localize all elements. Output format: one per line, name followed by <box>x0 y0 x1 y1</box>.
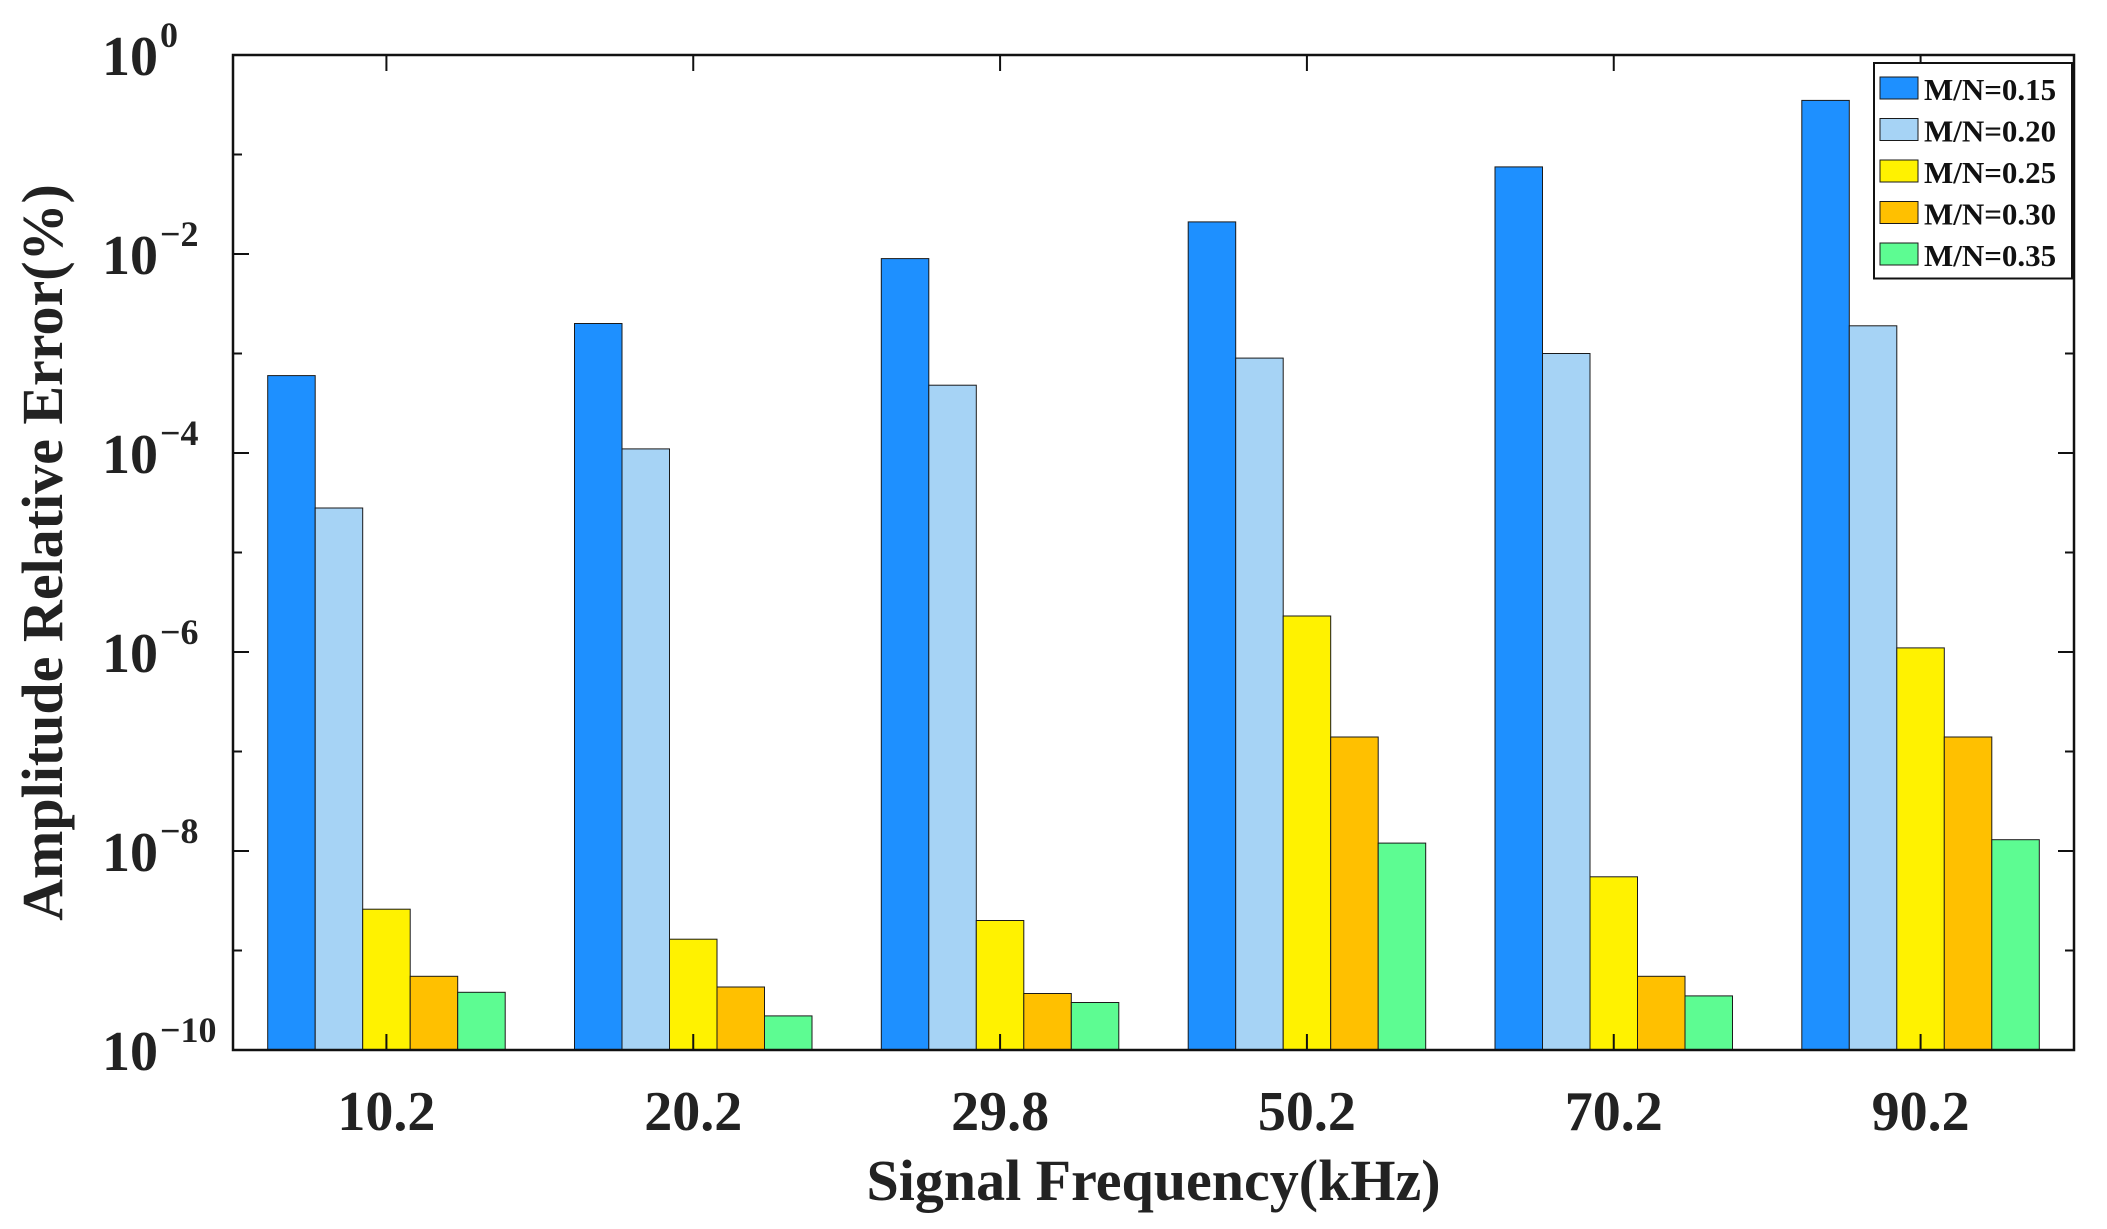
x-axis-title: Signal Frequency(kHz) <box>866 1148 1440 1213</box>
bars-layer <box>267 99 2040 1051</box>
bar-m-n-0-25-29-8 <box>975 920 1025 1051</box>
x-tick-label: 50.2 <box>1258 1081 1356 1143</box>
bar-m-n-0-35-70-2 <box>1684 995 1733 1051</box>
bar-m-n-0-15-29-8 <box>880 258 930 1051</box>
plot-frame <box>231 53 2076 1052</box>
x-tick-label: 29.8 <box>951 1081 1049 1143</box>
bar-m-n-0-30-10-2 <box>409 975 459 1051</box>
legend-swatch <box>1879 242 1919 266</box>
y-tick-exponent: 0 <box>160 15 178 55</box>
bar-m-n-0-15-50-2 <box>1187 221 1237 1051</box>
bar-m-n-0-25-70-2 <box>1589 876 1638 1051</box>
bar-m-n-0-35-90-2 <box>1991 839 2040 1051</box>
bar-m-n-0-30-20-2 <box>716 986 765 1051</box>
bar-m-n-0-20-29-8 <box>928 384 977 1051</box>
y-tick-label: 10 −2 <box>102 214 199 287</box>
bar-m-n-0-20-50-2 <box>1235 357 1284 1051</box>
y-tick-exponent: −10 <box>160 1010 217 1050</box>
legend-entry: M/N=0.20 <box>1924 114 2056 149</box>
legend-entry: M/N=0.25 <box>1924 155 2056 190</box>
bar-m-n-0-35-29-8 <box>1070 1002 1120 1051</box>
bar-m-n-0-15-70-2 <box>1494 166 1543 1051</box>
legend: M/N=0.15 M/N=0.20 M/N=0.25 M/N=0.30 M/N=0.35 <box>1873 62 2073 280</box>
y-tick-base: 10 <box>102 26 158 88</box>
y-tick-exponent: −8 <box>160 811 199 851</box>
x-tick-label: 10.2 <box>337 1081 435 1143</box>
y-axis-title: Amplitude Relative Error(%) <box>10 184 75 921</box>
y-tick-base: 10 <box>102 1021 158 1083</box>
legend-entry: M/N=0.15 <box>1924 72 2056 107</box>
y-tick-label: 10 −10 <box>102 1010 217 1083</box>
bar-m-n-0-30-70-2 <box>1637 975 1686 1051</box>
y-tick-base: 10 <box>102 225 158 287</box>
y-tick-exponent: −2 <box>160 214 199 254</box>
y-tick-exponent: −6 <box>160 612 199 652</box>
y-tick-base: 10 <box>102 623 158 685</box>
bar-m-n-0-30-29-8 <box>1023 993 1072 1051</box>
y-tick-label: 10 0 <box>102 15 178 88</box>
x-tick-label: 20.2 <box>644 1081 742 1143</box>
bar-m-n-0-25-50-2 <box>1282 615 1332 1051</box>
y-tick-exponent: −4 <box>160 413 199 453</box>
legend-swatch <box>1879 118 1919 141</box>
bar-m-n-0-25-90-2 <box>1896 647 1945 1051</box>
bar-m-n-0-15-90-2 <box>1801 99 1850 1051</box>
legend-entry: M/N=0.30 <box>1924 197 2056 232</box>
bar-m-n-0-30-50-2 <box>1330 736 1379 1051</box>
bar-m-n-0-15-20-2 <box>574 323 623 1051</box>
bar-m-n-0-25-10-2 <box>362 908 411 1051</box>
y-tick-label: 10 −4 <box>102 413 199 486</box>
x-tick-label: 90.2 <box>1872 1081 1970 1143</box>
bar-m-n-0-20-20-2 <box>621 448 670 1051</box>
y-tick-label: 10 −6 <box>102 612 199 685</box>
legend-entry: M/N=0.35 <box>1924 238 2056 273</box>
x-tick-label: 70.2 <box>1565 1081 1663 1143</box>
ticks-layer <box>233 54 2074 1051</box>
y-tick-base: 10 <box>102 822 158 884</box>
bar-m-n-0-20-10-2 <box>314 507 364 1051</box>
y-tick-label: 10 −8 <box>102 811 199 884</box>
legend-swatch <box>1879 201 1919 224</box>
bar-m-n-0-15-10-2 <box>267 375 316 1051</box>
bar-m-n-0-25-20-2 <box>669 938 718 1051</box>
legend-swatch <box>1879 159 1919 183</box>
bar-m-n-0-35-10-2 <box>457 991 506 1051</box>
legend-swatch <box>1879 76 1919 100</box>
bar-m-n-0-35-50-2 <box>1377 842 1427 1051</box>
bar-m-n-0-35-20-2 <box>764 1015 813 1051</box>
bar-m-n-0-20-70-2 <box>1542 353 1591 1051</box>
bar-m-n-0-30-90-2 <box>1943 736 1993 1051</box>
y-tick-base: 10 <box>102 424 158 486</box>
bar-m-n-0-20-90-2 <box>1848 325 1898 1051</box>
